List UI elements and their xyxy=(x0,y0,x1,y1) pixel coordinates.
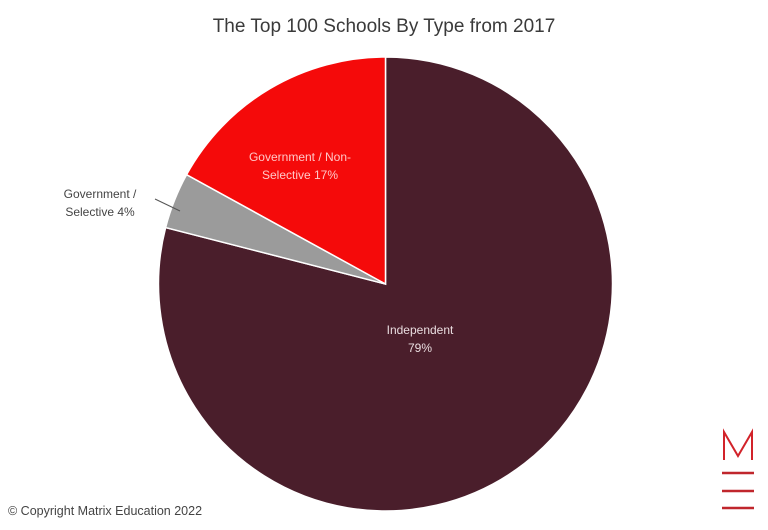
label-independent-value: 79% xyxy=(408,341,432,355)
label-selective-value: Selective 4% xyxy=(65,205,135,219)
copyright-notice: © Copyright Matrix Education 2022 xyxy=(8,504,203,518)
label-nonselective-value: Selective 17% xyxy=(262,168,338,182)
label-selective-name: Government / xyxy=(64,187,137,201)
label-nonselective-name: Government / Non- xyxy=(249,150,351,164)
selective-leader-line xyxy=(154,198,181,212)
pie-slices xyxy=(157,56,614,512)
label-independent-name: Independent xyxy=(387,323,454,337)
chart-title: The Top 100 Schools By Type from 2017 xyxy=(212,16,556,37)
pie-slice-government-non-selective xyxy=(185,56,387,286)
matrix-education-logo-icon xyxy=(722,428,754,510)
